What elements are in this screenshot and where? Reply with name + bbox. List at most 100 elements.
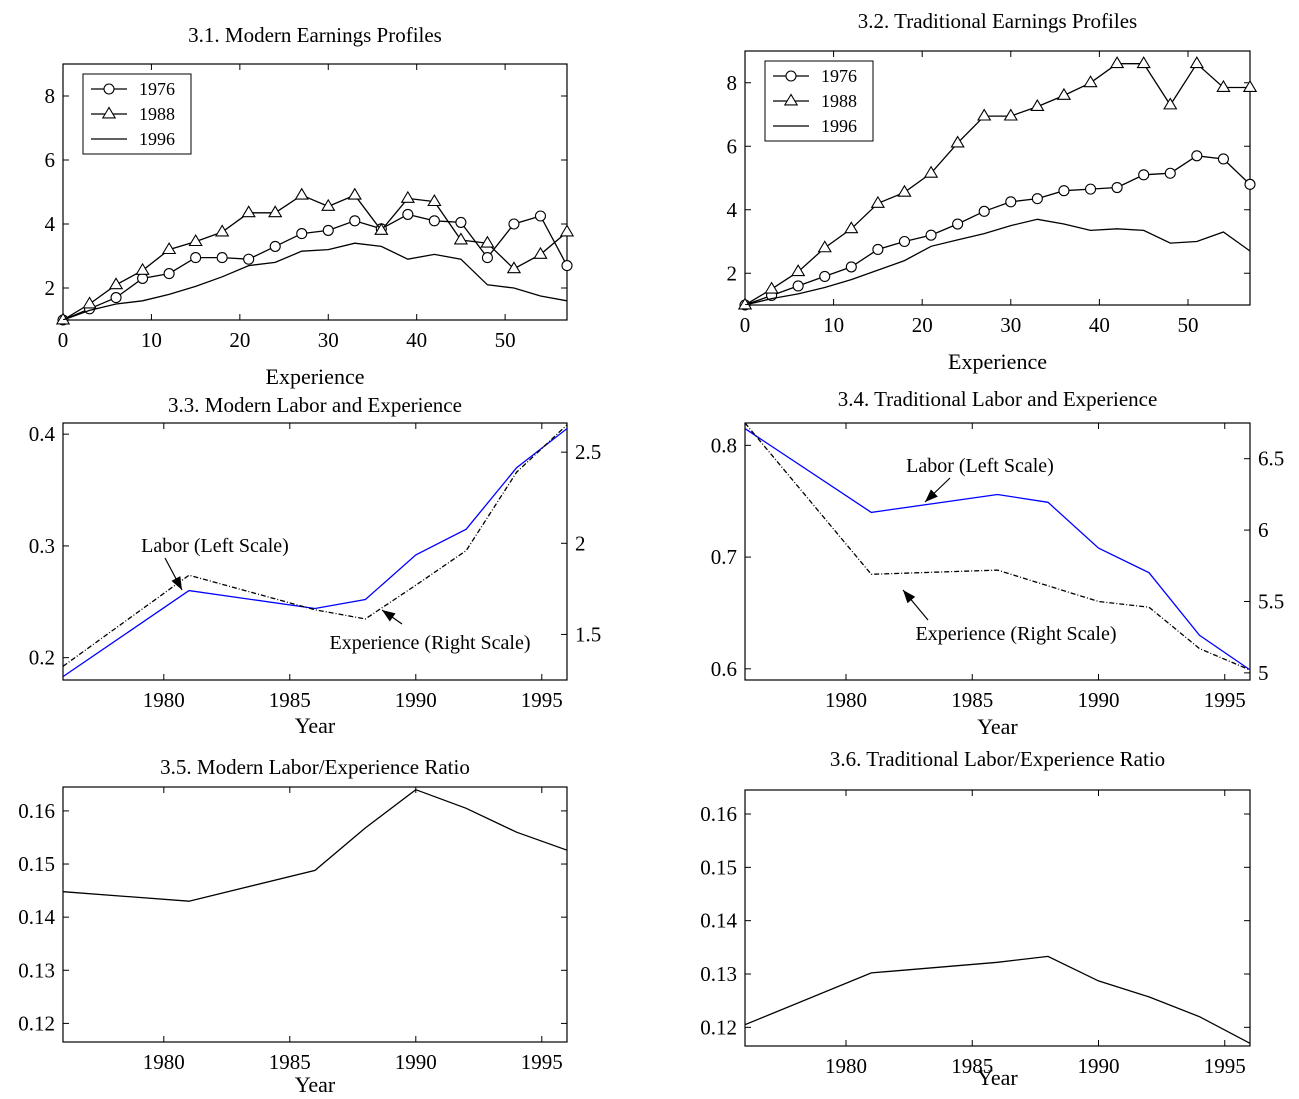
x-tick-label: 20 [912, 313, 933, 337]
data-point-circle [1031, 193, 1043, 205]
series-line-1976 [745, 155, 1250, 305]
data-point-triangle [897, 184, 912, 197]
data-point-circle [455, 216, 467, 228]
y-tick-label: 0.16 [700, 802, 737, 826]
chart-p6: 3.6. Traditional Labor/Experience Ratio 1… [700, 747, 1251, 1090]
x-tick-label: 1990 [1078, 1054, 1120, 1078]
data-point-triangle [791, 264, 806, 277]
chart-p3: 3.3. Modern Labor and Experience 1980 1985… [29, 393, 602, 738]
data-point-circle [561, 260, 573, 272]
data-point-triangle [135, 262, 150, 275]
y-tick-label: 0.2 [29, 646, 55, 670]
data-point-circle [1111, 181, 1123, 194]
y-right-tick-label: 5.5 [1258, 589, 1284, 613]
data-point-triangle [764, 281, 779, 294]
y-tick-label: 0.3 [29, 534, 55, 558]
x-tick-label: 30 [318, 328, 339, 352]
data-point-triangle [844, 221, 859, 234]
data-point-circle [925, 229, 937, 241]
data-point-circle [1244, 178, 1256, 190]
data-point-triangle [347, 187, 362, 200]
series-line-1996 [745, 218, 1250, 305]
data-point-circle [819, 270, 831, 282]
data-point-triangle [427, 194, 442, 207]
chart-p4: 3.4. Traditional Labor and Experience 198… [711, 387, 1285, 739]
data-point-circle [792, 280, 804, 292]
data-point-circle [322, 224, 334, 236]
chart-title: 3.1. Modern Earnings Profiles [188, 23, 442, 47]
x-tick-label: 10 [823, 313, 844, 337]
y-right-tick-label: 2.5 [575, 440, 601, 464]
data-point-triangle [453, 232, 469, 245]
x-tick-label: 1985 [269, 1050, 311, 1074]
data-point-circle [1191, 150, 1203, 162]
x-axis-label: Year [295, 713, 336, 738]
series-line-1996 [63, 242, 567, 320]
data-point-triangle [374, 222, 389, 235]
data-point-circle [1217, 153, 1229, 165]
series-line-1988 [63, 194, 567, 320]
chart-title: 3.3. Modern Labor and Experience [168, 393, 462, 417]
data-point-triangle [161, 242, 177, 255]
data-point-triangle [923, 165, 939, 178]
data-point-circle [1164, 167, 1176, 179]
annotation-experience: Experience (Right Scale) [915, 623, 1116, 645]
data-point-triangle [1136, 56, 1151, 69]
y-tick-label: 0.7 [711, 545, 737, 569]
y-tick-label: 0.14 [18, 905, 55, 929]
data-point-triangle [950, 135, 965, 148]
annotation-labor: Labor (Left Scale) [141, 535, 289, 557]
data-point-circle [872, 243, 884, 255]
plot-frame [62, 786, 568, 1043]
y-tick-label: 8 [45, 84, 56, 108]
data-point-triangle [559, 224, 575, 237]
data-point-triangle [241, 205, 256, 218]
data-point-triangle [1003, 108, 1018, 121]
y-tick-label: 0.13 [18, 958, 55, 982]
y-tick-label: 0.6 [711, 657, 737, 681]
data-point-circle [481, 252, 493, 264]
legend-entry-1988: 1988 [821, 91, 857, 111]
data-point-triangle [215, 224, 230, 237]
x-tick-label: 1985 [269, 688, 311, 712]
y-tick-label: 0.12 [18, 1011, 55, 1035]
data-point-triangle [294, 187, 309, 200]
data-point-triangle [188, 234, 203, 247]
plot-frame [744, 50, 1251, 306]
legend-entry-1976: 1976 [139, 79, 175, 99]
data-point-triangle [977, 108, 992, 121]
y-tick-label: 0.8 [711, 433, 737, 457]
legend-marker-triangle [101, 106, 117, 119]
data-point-circle [110, 292, 122, 304]
x-tick-label: 1985 [951, 688, 993, 712]
annotation-arrowhead [382, 610, 396, 622]
data-point-circle [190, 252, 202, 264]
data-point-circle [137, 272, 149, 284]
data-point-triangle [1216, 79, 1231, 92]
y-tick-label: 0.12 [700, 1015, 737, 1039]
data-point-circle [163, 268, 175, 280]
x-axis-label: Year [295, 1072, 336, 1097]
data-point-triangle [1163, 97, 1178, 110]
data-point-triangle [817, 240, 832, 253]
x-tick-label: 1980 [143, 688, 185, 712]
x-tick-label: 0 [740, 313, 751, 337]
data-point-circle [1058, 185, 1070, 197]
data-point-triangle [82, 296, 97, 309]
x-tick-label: 1980 [825, 1054, 867, 1078]
data-point-triangle [1242, 79, 1258, 92]
y-tick-label: 0.15 [18, 852, 55, 876]
x-tick-label: 30 [1000, 313, 1021, 337]
legend-entry-1976: 1976 [821, 66, 857, 86]
x-tick-label: 50 [1177, 313, 1198, 337]
y-tick-label: 6 [45, 148, 56, 172]
y-tick-label: 0.13 [700, 962, 737, 986]
x-tick-label: 1990 [395, 688, 437, 712]
chart-title: 3.5. Modern Labor/Experience Ratio [160, 755, 470, 779]
data-point-circle [243, 253, 255, 265]
x-tick-label: 10 [141, 328, 162, 352]
legend-marker-triangle [783, 93, 799, 106]
series-line-ratio [63, 788, 567, 902]
x-tick-label: 1980 [143, 1050, 185, 1074]
